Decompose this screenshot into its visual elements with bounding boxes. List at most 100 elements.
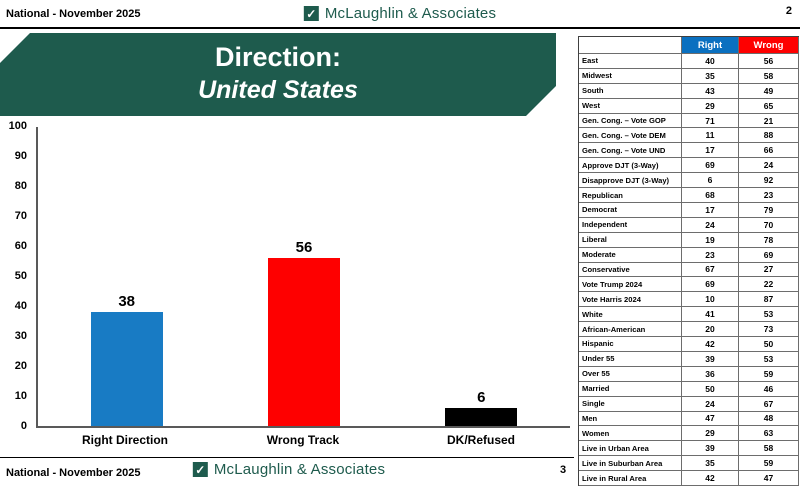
right-value: 69 [682,158,739,174]
row-label: Approve DJT (3-Way) [579,158,682,174]
footer-brand: ✓ McLaughlin & Associates [192,461,386,478]
row-label: White [579,307,682,323]
row-label: Men [579,411,682,427]
category-label: Right Direction [82,433,168,447]
right-value: 67 [682,262,739,278]
row-label: Gen. Cong. – Vote UND [579,143,682,159]
row-label: Gen. Cong. – Vote GOP [579,113,682,129]
header-page-number: 2 [785,5,792,17]
wrong-value: 50 [739,337,799,352]
right-value: 42 [682,471,739,486]
row-label: Married [579,381,682,397]
corner-cell [579,37,682,54]
right-value: 35 [682,68,739,84]
wrong-value: 56 [739,54,799,69]
wrong-value: 58 [739,68,799,84]
row-label: Women [579,426,682,442]
right-value: 17 [682,202,739,218]
bar-group: 38 [90,293,164,426]
bar-value-label: 38 [118,293,135,310]
wrong-value: 63 [739,426,799,442]
banner-subtitle: United States [198,76,358,104]
wrong-value: 59 [739,366,799,382]
brand-name: McLaughlin & Associates [213,461,386,478]
wrong-value: 47 [739,471,799,486]
right-value: 47 [682,411,739,427]
category-label: DK/Refused [446,433,515,447]
y-axis: 0 10 20 30 40 50 60 70 80 90 100 [0,120,30,432]
right-value: 24 [682,396,739,412]
footer-divider [0,457,574,458]
bar [445,408,518,426]
crosstab-table: Right Wrong East 40 56 Midwest 35 58 South 43 49… [578,36,799,486]
y-tick-label: 100 [8,120,27,132]
bar [90,312,163,426]
wrong-value: 59 [739,456,799,472]
row-label: Over 55 [579,366,682,382]
row-label: African-American [579,322,682,338]
right-value: 50 [682,381,739,397]
right-value: 23 [682,247,739,263]
header-brand: ✓ McLaughlin & Associates [303,5,497,22]
wrong-value: 73 [739,322,799,338]
x-axis-labels: Right Direction Wrong Track DK/Refused [36,433,570,447]
right-value: 11 [682,128,739,144]
wrong-value: 65 [739,98,799,114]
wrong-value: 27 [739,262,799,278]
y-tick-label: 0 [20,420,27,432]
y-tick-label: 80 [14,180,27,192]
checkmark-icon: ✓ [192,462,208,477]
row-label: Moderate [579,247,682,263]
right-header-cell: Right [682,37,739,54]
wrong-value: 53 [739,351,799,367]
wrong-value: 49 [739,83,799,99]
right-value: 41 [682,307,739,323]
footer-left-text: National - November 2025 [6,467,141,479]
right-value: 29 [682,426,739,442]
row-label: West [579,98,682,114]
row-label: Liberal [579,232,682,248]
row-label: Midwest [579,68,682,84]
y-tick-label: 10 [14,390,27,402]
row-label: Republican [579,188,682,203]
row-label: Live in Suburban Area [579,456,682,472]
y-tick-label: 20 [14,360,27,372]
plot-area: 38 56 6 [36,127,570,428]
right-value: 20 [682,322,739,338]
right-value: 68 [682,188,739,203]
footer-page-number: 3 [560,464,567,476]
right-value: 71 [682,113,739,129]
right-value: 39 [682,351,739,367]
wrong-value: 92 [739,173,799,189]
right-value: 29 [682,98,739,114]
row-label: Hispanic [579,337,682,352]
wrong-value: 70 [739,217,799,233]
right-value: 69 [682,277,739,293]
bar-value-label: 6 [477,389,486,406]
checkmark-icon: ✓ [303,6,319,21]
wrong-value: 53 [739,307,799,323]
right-value: 10 [682,292,739,308]
row-label: Conservative [579,262,682,278]
wrong-value: 87 [739,292,799,308]
row-label: Live in Rural Area [579,471,682,486]
wrong-value: 46 [739,381,799,397]
category-label: Wrong Track [266,433,340,447]
row-label: Under 55 [579,351,682,367]
bar [267,258,340,426]
y-tick-label: 90 [14,150,27,162]
row-label: Vote Trump 2024 [579,277,682,293]
bar-group: 6 [444,389,518,426]
header-left-text: National - November 2025 [6,8,141,20]
row-label: East [579,54,682,69]
row-label: Single [579,396,682,412]
y-tick-label: 50 [14,270,27,282]
right-value: 17 [682,143,739,159]
brand-name: McLaughlin & Associates [324,5,497,22]
direction-banner: Direction: United States [0,33,556,116]
wrong-value: 69 [739,247,799,263]
y-tick-label: 40 [14,300,27,312]
wrong-value: 67 [739,396,799,412]
bar-group: 56 [267,239,341,426]
